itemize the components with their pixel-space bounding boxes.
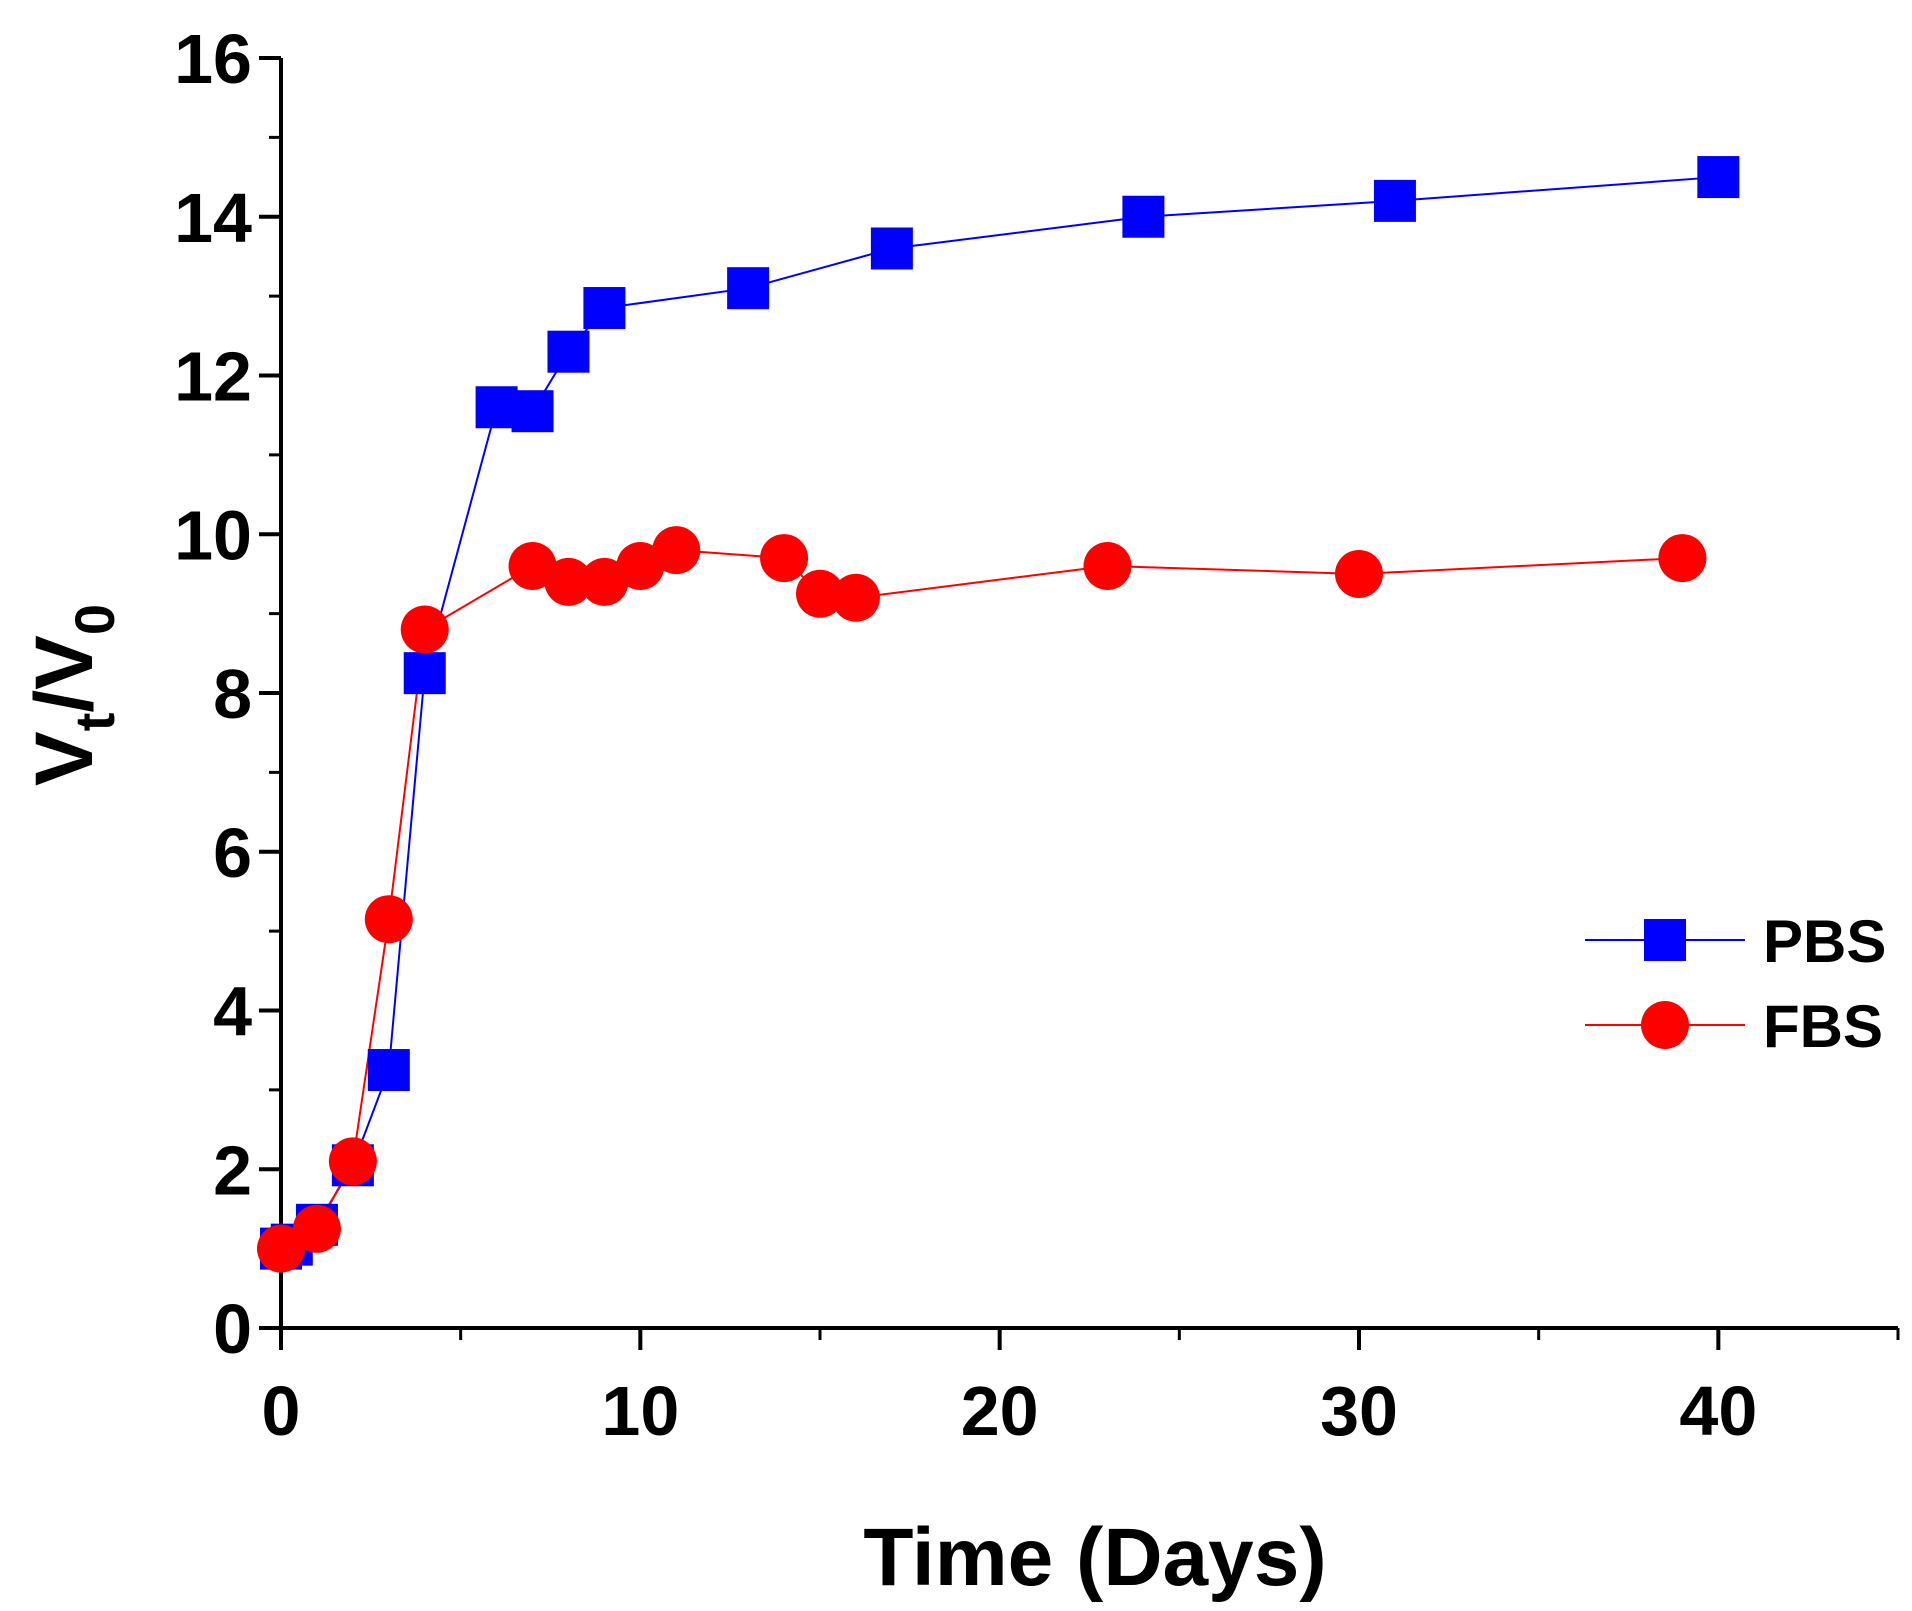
x-tick-label: 10 [601, 1372, 679, 1450]
axes [279, 58, 1898, 1330]
data-point-fbs [508, 542, 557, 590]
series-line-pbs [280, 176, 1719, 1250]
x-axis-title: Time (Days) [863, 1512, 1326, 1603]
x-tick-label: 20 [961, 1372, 1039, 1450]
data-point-fbs [328, 1137, 377, 1186]
y-tick-label: 2 [213, 1131, 252, 1209]
data-point-fbs [364, 895, 413, 944]
data-point-fbs [544, 557, 593, 606]
y-tick-label: 14 [174, 179, 252, 257]
data-point-fbs [400, 605, 449, 654]
y-axis-title: Vt/V0 [19, 604, 126, 786]
y-tick-label: 6 [213, 814, 252, 892]
data-point-fbs [1335, 549, 1383, 598]
series-lines [280, 176, 1719, 1250]
y-tick-label: 0 [213, 1290, 252, 1368]
y-title-sub-t: t [63, 713, 126, 732]
data-point-fbs [1658, 534, 1707, 583]
x-tick-label: 40 [1679, 1372, 1757, 1450]
x-tick-label: 30 [1320, 1372, 1398, 1450]
data-point-pbs [1122, 195, 1165, 238]
data-point-pbs [367, 1049, 410, 1092]
series-line-fbs [280, 549, 1683, 1250]
x-tick-label: 0 [262, 1372, 301, 1450]
y-tick-label: 8 [213, 655, 252, 733]
data-point-fbs [257, 1224, 305, 1273]
data-point-fbs [831, 573, 880, 622]
data-point-fbs [1083, 542, 1132, 590]
legend-label-pbs: PBS [1763, 908, 1886, 975]
data-point-pbs [583, 287, 626, 330]
data-point-fbs [292, 1204, 341, 1253]
y-title-v0: V [19, 635, 110, 690]
legend-label-fbs: FBS [1763, 993, 1883, 1060]
data-point-fbs [616, 542, 665, 590]
tick-labels: 0 10 20 30 40 0 2 4 6 8 10 12 14 16 [174, 20, 1757, 1450]
data-point-fbs [580, 557, 629, 606]
data-point-pbs [475, 386, 518, 429]
y-title-slash: / [19, 690, 110, 713]
y-title-v: V [19, 731, 110, 786]
svg-text:Vt/V0: Vt/V0 [19, 604, 126, 786]
data-point-pbs [403, 652, 446, 695]
data-point-pbs [1697, 156, 1740, 199]
y-tick-label: 10 [174, 496, 252, 574]
axis-ticks [259, 56, 1900, 1350]
y-tick-label: 4 [213, 973, 252, 1051]
legend: PBS FBS [1585, 908, 1886, 1060]
data-point-pbs [511, 390, 554, 433]
data-point-pbs [547, 330, 590, 373]
data-point-fbs [796, 569, 844, 618]
series-markers [257, 156, 1740, 1273]
data-point-fbs [760, 534, 809, 583]
y-tick-label: 16 [174, 20, 252, 98]
data-point-pbs [1373, 179, 1416, 222]
data-point-fbs [652, 526, 701, 575]
data-point-pbs [870, 227, 913, 270]
legend-marker-pbs [1644, 919, 1686, 961]
y-tick-label: 12 [174, 338, 252, 416]
legend-marker-fbs [1641, 1001, 1689, 1049]
data-point-pbs [727, 267, 770, 310]
y-title-sub-0: 0 [63, 604, 126, 635]
